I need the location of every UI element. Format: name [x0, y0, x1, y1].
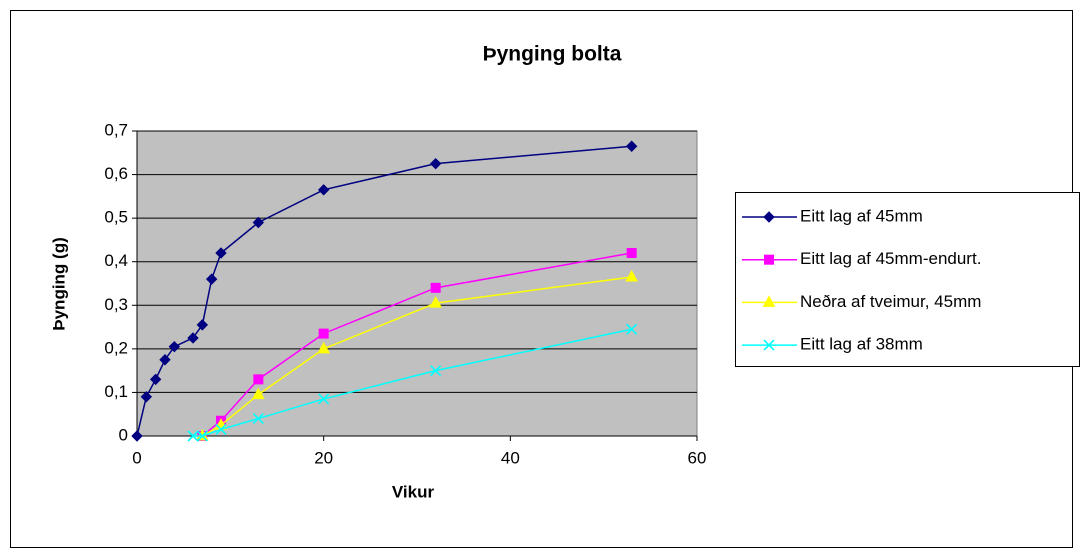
marker: [140, 391, 153, 403]
marker: [215, 247, 227, 259]
y-tick-label: 0,6: [104, 164, 128, 183]
marker: [429, 296, 443, 308]
marker: [626, 323, 638, 335]
marker: [196, 319, 209, 331]
legend-label: Eitt lag af 45mm: [800, 206, 923, 225]
marker: [430, 365, 442, 377]
marker: [131, 430, 143, 442]
marker: [187, 430, 199, 442]
marker: [317, 184, 330, 196]
legend-label: Eitt lag af 38mm: [800, 335, 923, 354]
plot-area: [136, 130, 698, 437]
marker: [168, 340, 181, 353]
x-tick-label: 0: [132, 448, 141, 467]
y-tick-label: 0,5: [104, 208, 128, 227]
y-axis-title: Þynging (g): [49, 237, 68, 330]
marker: [149, 373, 162, 386]
marker: [187, 332, 199, 344]
legend-marker: [764, 254, 774, 265]
legend-marker: [762, 295, 776, 307]
marker: [626, 248, 637, 258]
marker: [625, 269, 639, 282]
legend-label: Neðra af tveimur, 45mm: [800, 292, 981, 311]
marker: [429, 157, 442, 170]
marker: [625, 140, 638, 152]
chart-title: Þynging bolta: [483, 43, 622, 66]
x-axis-title: Vikur: [392, 482, 435, 501]
marker: [430, 282, 441, 293]
y-tick-label: 0,2: [104, 338, 128, 357]
y-tick-label: 0,3: [104, 295, 128, 314]
legend-marker: [763, 211, 775, 223]
legend-marker: [763, 339, 775, 351]
y-tick-label: 0,4: [104, 251, 128, 270]
marker: [196, 430, 208, 442]
marker: [318, 393, 330, 405]
legend-label: Eitt lag af 45mm-endurt.: [800, 249, 981, 268]
y-tick-label: 0,7: [104, 120, 128, 139]
x-tick-label: 40: [501, 448, 520, 467]
x-tick-label: 20: [314, 448, 333, 467]
marker: [252, 216, 265, 229]
legend: [735, 192, 1080, 367]
marker: [252, 413, 264, 425]
y-tick-label: 0: [119, 425, 128, 444]
marker: [251, 387, 265, 400]
x-tick-label: 60: [688, 448, 707, 467]
marker: [215, 423, 227, 436]
marker: [318, 328, 329, 339]
marker: [205, 273, 218, 285]
y-tick-label: 0,1: [104, 382, 128, 401]
marker: [159, 354, 171, 366]
marker: [317, 341, 331, 354]
marker: [253, 374, 264, 385]
